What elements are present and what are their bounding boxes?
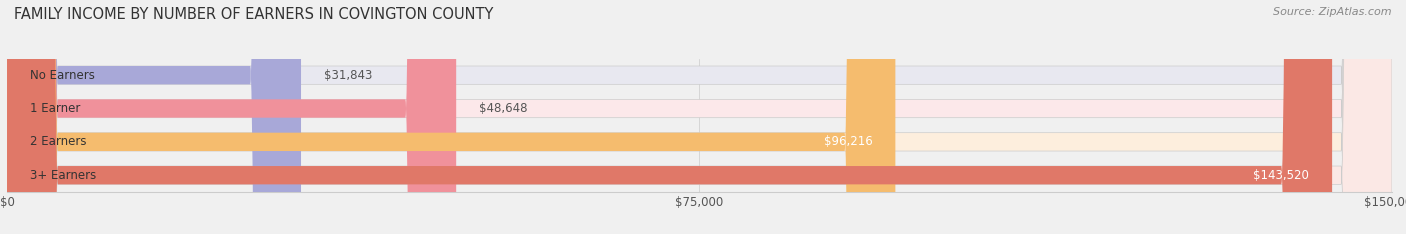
Text: Source: ZipAtlas.com: Source: ZipAtlas.com — [1274, 7, 1392, 17]
Text: 2 Earners: 2 Earners — [30, 135, 87, 148]
FancyBboxPatch shape — [7, 0, 1392, 234]
FancyBboxPatch shape — [7, 0, 1392, 234]
Text: $31,843: $31,843 — [325, 69, 373, 82]
Text: No Earners: No Earners — [30, 69, 96, 82]
FancyBboxPatch shape — [7, 0, 301, 234]
FancyBboxPatch shape — [7, 0, 456, 234]
FancyBboxPatch shape — [7, 0, 1392, 234]
Text: $48,648: $48,648 — [479, 102, 527, 115]
Text: 1 Earner: 1 Earner — [30, 102, 80, 115]
FancyBboxPatch shape — [7, 0, 1392, 234]
Text: FAMILY INCOME BY NUMBER OF EARNERS IN COVINGTON COUNTY: FAMILY INCOME BY NUMBER OF EARNERS IN CO… — [14, 7, 494, 22]
Text: $143,520: $143,520 — [1253, 169, 1309, 182]
FancyBboxPatch shape — [7, 0, 896, 234]
Text: 3+ Earners: 3+ Earners — [30, 169, 97, 182]
Text: $96,216: $96,216 — [824, 135, 872, 148]
FancyBboxPatch shape — [7, 0, 1331, 234]
